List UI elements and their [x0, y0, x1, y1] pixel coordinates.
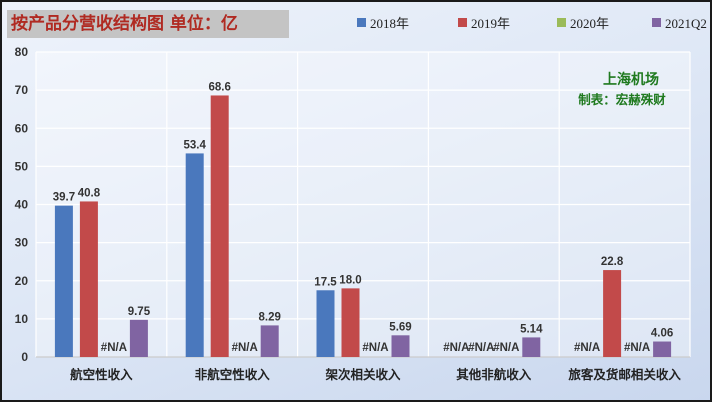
y-tick-label: 10 — [15, 312, 29, 326]
legend-swatch — [557, 18, 566, 27]
data-label-na: #N/A — [468, 342, 494, 354]
data-label: 40.8 — [78, 187, 101, 199]
x-category-label: 旅客及货邮相关收入 — [567, 367, 681, 382]
data-label-na: #N/A — [362, 342, 388, 354]
legend-swatch — [357, 18, 366, 27]
x-category-label: 架次相关收入 — [324, 367, 401, 382]
bar — [79, 201, 98, 357]
bar — [603, 270, 622, 357]
x-category-label: 其他非航收入 — [456, 367, 532, 382]
data-label-na: #N/A — [101, 342, 127, 354]
legend-label: 2021Q2 — [665, 16, 707, 31]
data-label: 17.5 — [314, 276, 337, 288]
legend-swatch — [458, 18, 467, 27]
y-tick-label: 40 — [15, 198, 29, 212]
bar — [522, 337, 541, 357]
data-label: 53.4 — [184, 139, 207, 151]
bar — [391, 335, 410, 357]
bar — [341, 288, 360, 357]
y-tick-label: 50 — [15, 159, 29, 173]
x-category-label: 航空性收入 — [70, 367, 133, 382]
legend-label: 2018年 — [370, 16, 409, 31]
legend-label: 2020年 — [570, 16, 609, 31]
data-label-na: #N/A — [443, 342, 469, 354]
y-tick-label: 70 — [15, 83, 29, 97]
chart-title: 按产品分营收结构图 单位：亿 — [7, 10, 289, 38]
y-tick-label: 30 — [15, 236, 29, 250]
y-tick-label: 0 — [21, 350, 28, 364]
bar — [185, 153, 204, 357]
y-tick-label: 80 — [15, 45, 29, 59]
data-label: 68.6 — [209, 81, 231, 93]
bar — [260, 325, 279, 357]
bar — [129, 319, 148, 357]
data-label-na: #N/A — [574, 342, 600, 354]
data-label-na: #N/A — [493, 342, 519, 354]
bar — [316, 290, 335, 357]
y-tick-label: 20 — [15, 274, 29, 288]
data-label: 8.29 — [259, 311, 281, 323]
data-label-na: #N/A — [232, 342, 258, 354]
bar — [653, 341, 672, 357]
annotation-line2: 制表：宏赫殊财 — [578, 92, 666, 107]
bar — [210, 95, 229, 358]
legend-label: 2019年 — [471, 16, 510, 31]
y-tick-label: 60 — [15, 121, 29, 135]
data-label: 18.0 — [339, 274, 361, 286]
legend-swatch — [652, 18, 661, 27]
data-label: 5.69 — [389, 321, 411, 333]
bar — [54, 205, 73, 357]
data-label: 39.7 — [53, 192, 75, 204]
annotation-line1: 上海机场 — [603, 71, 659, 88]
data-label: 22.8 — [601, 256, 624, 268]
data-label: 5.14 — [520, 323, 543, 335]
data-label-na: #N/A — [624, 342, 650, 354]
x-category-label: 非航空性收入 — [195, 367, 271, 382]
data-label: 4.06 — [651, 328, 673, 340]
data-label: 9.75 — [128, 306, 151, 318]
